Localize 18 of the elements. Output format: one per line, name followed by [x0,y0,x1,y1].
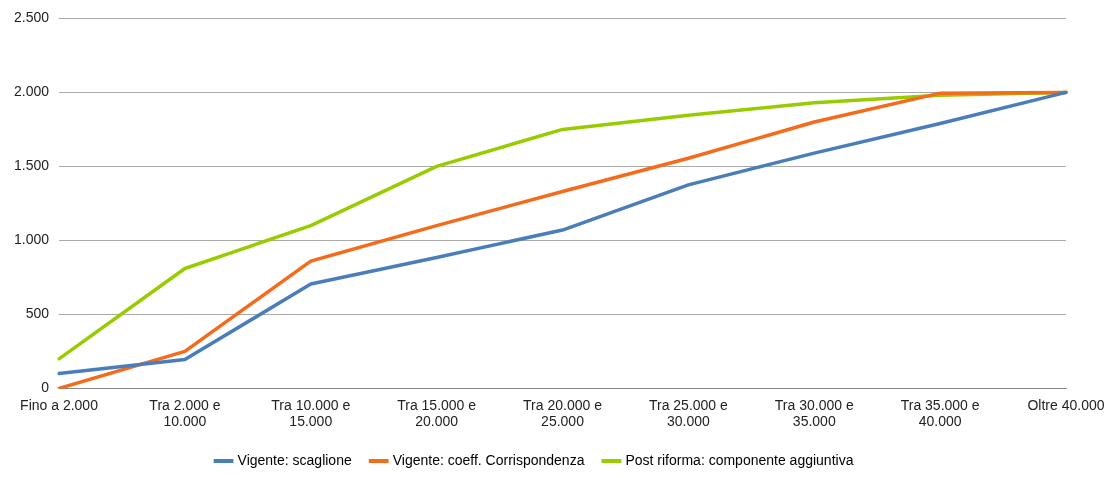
x-tick-label: Tra 10.000 e 15.000 [271,396,351,430]
y-tick-label: 1.000 [13,231,50,248]
legend-label: Post riforma: componente aggiuntiva [625,451,854,468]
x-tick-label: Tra 20.000 e 25.000 [523,396,603,430]
x-tick-label: Fino a 2.000 [20,396,99,413]
legend-label: Vigente: coeff. Corrispondenza [392,451,585,468]
y-tick-label: 0 [41,379,50,396]
x-tick-label: Oltre 40.000 [1027,396,1105,413]
x-tick-label: Tra 30.000 e 35.000 [774,396,854,430]
x-tick-label: Tra 2.000 e 10.000 [149,396,221,430]
y-tick-label: 500 [25,305,50,322]
x-tick-label: Tra 25.000 e 30.000 [648,396,729,430]
y-tick-label: 2.500 [13,9,50,26]
x-tick-label: Tra 35.000 e 40.000 [900,396,980,430]
y-tick-label: 2.000 [13,83,50,100]
x-tick-label: Tra 15.000 e 20.000 [397,396,477,430]
y-tick-label: 1.500 [13,157,50,174]
legend-label: Vigente: scaglione [237,451,352,468]
